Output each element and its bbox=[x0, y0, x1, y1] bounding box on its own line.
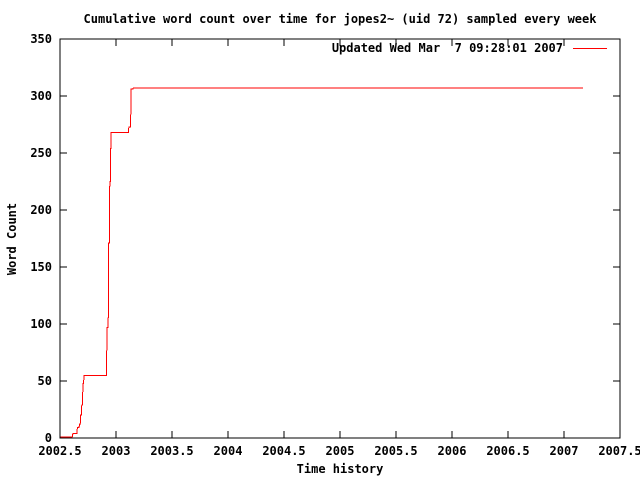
y-tick-label: 200 bbox=[30, 203, 52, 217]
y-tick-label: 50 bbox=[37, 374, 52, 388]
y-tick-label: 250 bbox=[30, 146, 52, 160]
chart-title: Cumulative word count over time for jope… bbox=[83, 12, 597, 26]
x-tick-label: 2003.5 bbox=[150, 444, 194, 458]
x-tick-label: 2005.5 bbox=[374, 444, 418, 458]
plot-border bbox=[59, 38, 621, 439]
x-tick-label: 2005 bbox=[325, 444, 355, 458]
y-tick-label: 100 bbox=[30, 317, 52, 331]
x-tick-label: 2003 bbox=[101, 444, 131, 458]
x-tick-label: 2007.5 bbox=[598, 444, 640, 458]
x-axis-title: Time history bbox=[296, 462, 384, 476]
x-tick-label: 2006 bbox=[437, 444, 467, 458]
y-tick-label: 0 bbox=[44, 431, 52, 445]
y-tick-label: 350 bbox=[30, 32, 52, 46]
legend-line-sample bbox=[573, 47, 607, 49]
x-tick-label: 2006.5 bbox=[486, 444, 530, 458]
legend-label: Updated Wed Mar 7 09:28:01 2007 bbox=[331, 41, 563, 55]
y-tick-label: 150 bbox=[30, 260, 52, 274]
legend: Updated Wed Mar 7 09:28:01 2007 bbox=[332, 41, 607, 55]
x-tick-label: 2004.5 bbox=[262, 444, 306, 458]
x-tick-label: 2007 bbox=[549, 444, 579, 458]
x-tick-label: 2002.5 bbox=[38, 444, 82, 458]
data-line bbox=[60, 87, 583, 438]
x-tick-label: 2004 bbox=[213, 444, 243, 458]
y-axis-title: Word Count bbox=[5, 202, 19, 276]
y-tick-label: 300 bbox=[30, 89, 52, 103]
